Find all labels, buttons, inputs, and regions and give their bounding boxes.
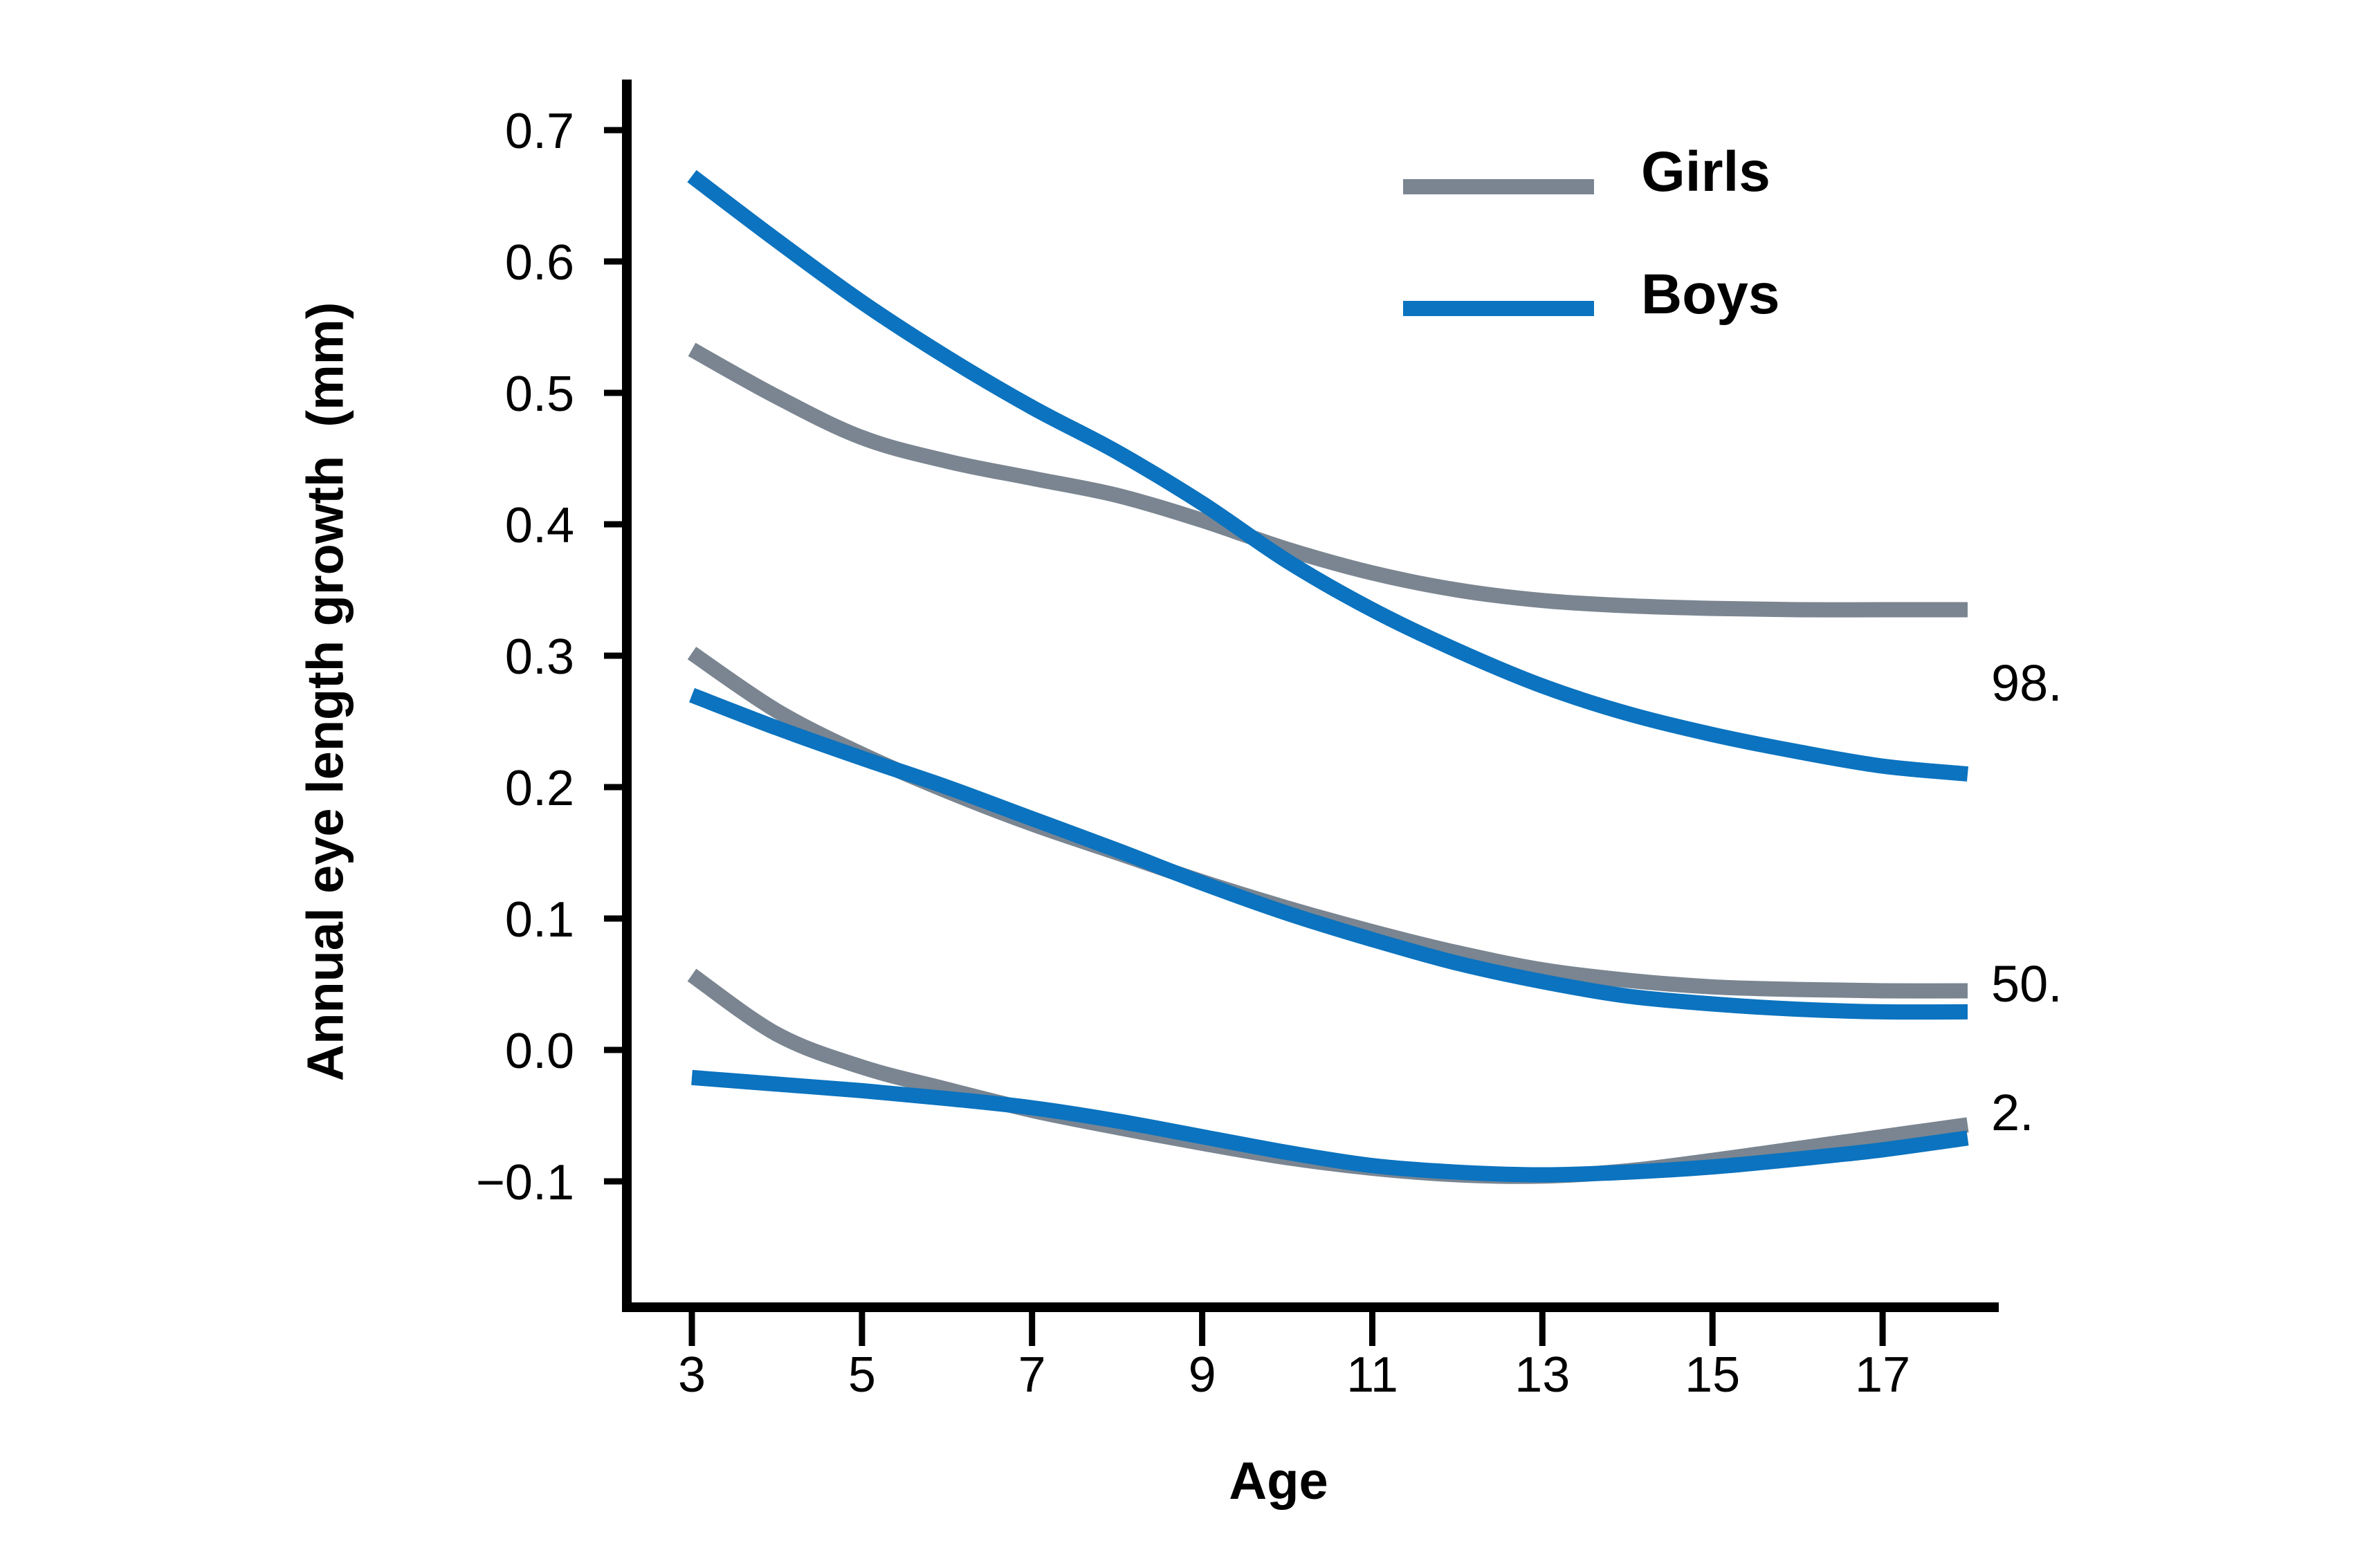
x-axis-title: Age — [1229, 1452, 1328, 1511]
curve-girls-p98 — [688, 342, 1968, 618]
annotation-2nd-percentile: 2. — [1991, 1084, 2034, 1141]
x-tick-label: 11 — [1346, 1347, 1398, 1403]
axes — [622, 80, 1999, 1312]
legend-swatch-boys — [1403, 301, 1594, 316]
x-tick-label: 17 — [1855, 1347, 1910, 1403]
y-tick-label: 0.2 — [505, 761, 574, 816]
x-tick-label: 15 — [1685, 1347, 1740, 1403]
x-tick-label: 7 — [1018, 1347, 1046, 1403]
y-axis-title: Annual eye length growth (mm) — [296, 302, 354, 1082]
x-tick-label: 3 — [678, 1347, 706, 1403]
percentile-curves — [687, 169, 1969, 1184]
annotation-98th-percentile: 98. — [1991, 654, 2062, 712]
y-tick-label: 0.7 — [505, 104, 574, 159]
y-tick-label: 0.5 — [505, 367, 574, 422]
curve-girls-p50 — [687, 647, 1968, 999]
y-tick-label: 0.3 — [505, 629, 574, 685]
curve-boys-p50 — [689, 688, 1968, 1020]
tick-labels: 0.7 0.6 0.5 0.4 0.3 0.2 0.1 0.0 −0.1 3 5 7 9 11 13 15 17 — [476, 104, 1910, 1403]
x-tick-label: 5 — [848, 1347, 876, 1403]
annotation-50th-percentile: 50. — [1991, 955, 2062, 1013]
legend-label-girls: Girls — [1641, 140, 1770, 203]
curve-boys-p98 — [687, 169, 1969, 782]
y-tick-label: 0.0 — [505, 1024, 574, 1079]
y-tick-label: 0.1 — [505, 892, 574, 948]
x-tick-label: 9 — [1189, 1347, 1216, 1403]
legend-swatch-girls — [1403, 179, 1594, 194]
x-tick-label: 13 — [1514, 1347, 1570, 1403]
curve-boys-p2 — [691, 1069, 1969, 1183]
y-tick-label: 0.6 — [505, 235, 574, 290]
y-tick-label: −0.1 — [476, 1155, 574, 1210]
legend-label-boys: Boys — [1641, 263, 1780, 326]
tick-marks — [604, 127, 1886, 1346]
y-tick-label: 0.4 — [505, 498, 574, 553]
